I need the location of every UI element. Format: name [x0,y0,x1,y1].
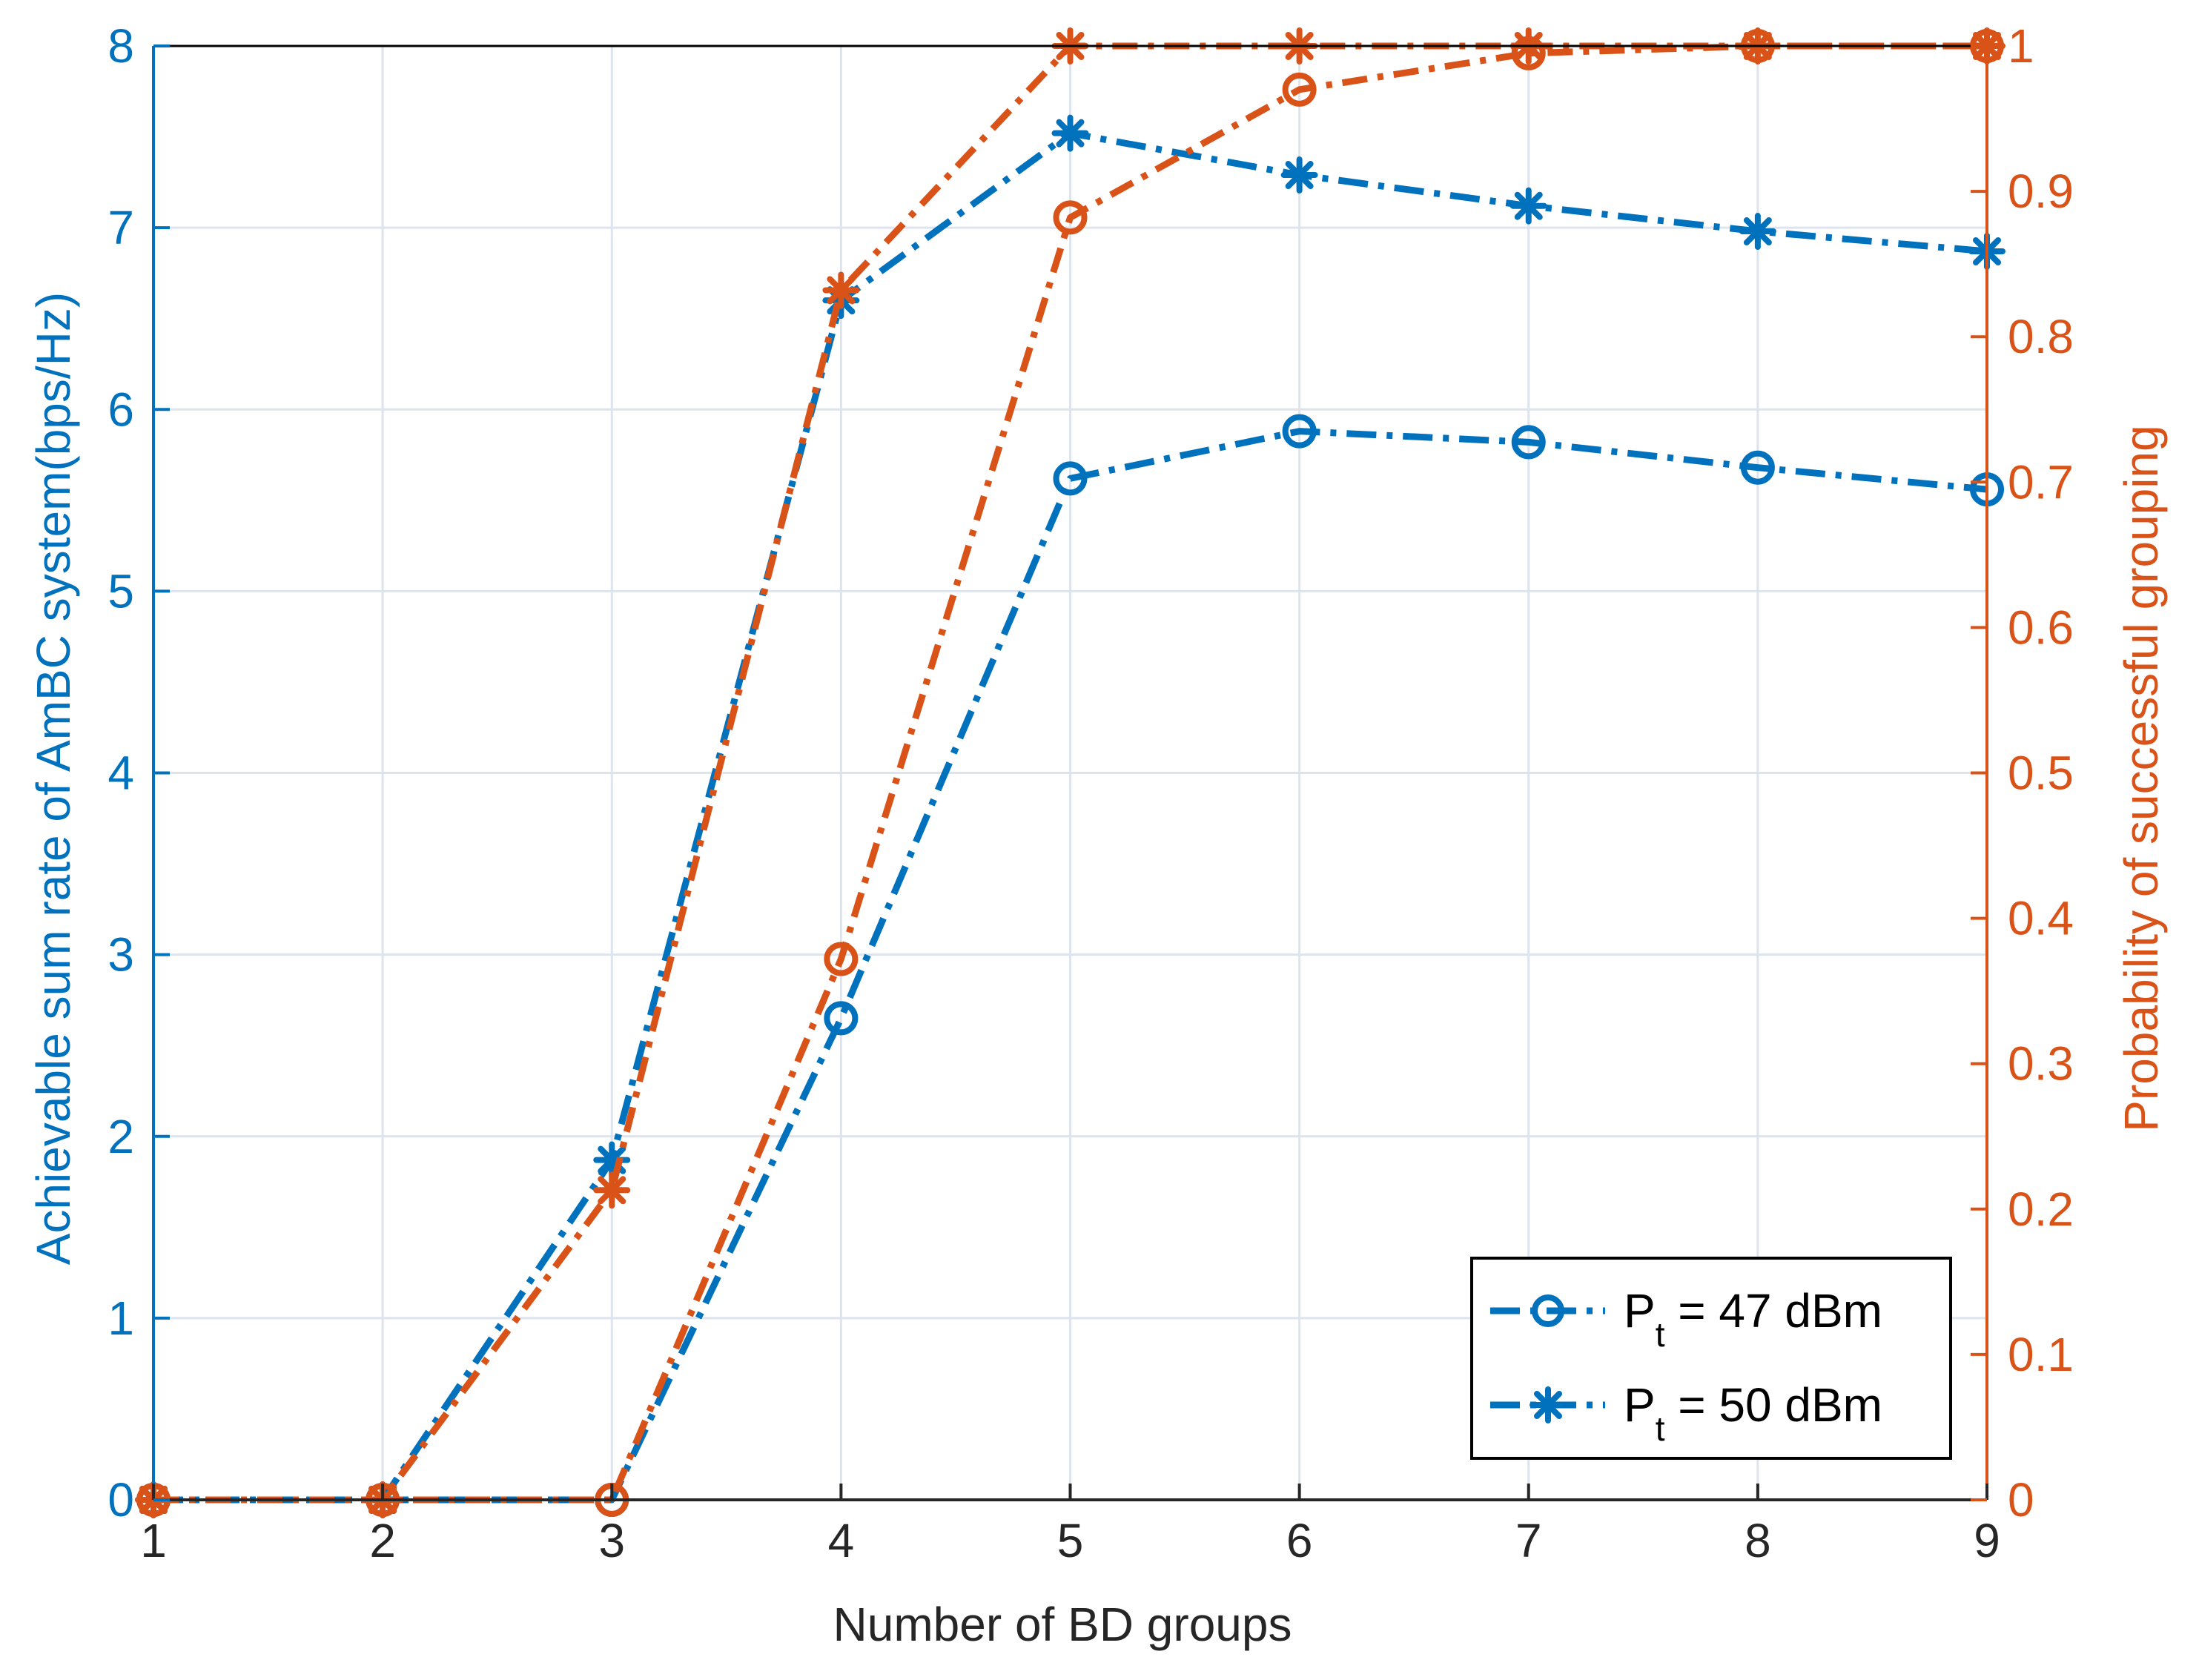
data-point-circle [1053,461,1088,496]
legend-circle-marker [1532,1294,1564,1327]
data-point-asterisk [1051,114,1089,152]
legend-entry-47dbm: Pt = 47 dBm [1490,1284,1882,1354]
x-tick-label: 1 [140,1514,167,1567]
y-right-tick-label: 0.6 [2008,601,2074,654]
data-point-circle [1740,450,1775,485]
x-tick-label: 6 [1286,1514,1313,1567]
y-left-tick-label: 7 [108,201,134,254]
x-tick-label: 9 [1974,1514,2000,1567]
asterisk-stroke [1056,119,1085,148]
data-point-circle [1511,425,1546,460]
legend-box [1470,1257,1952,1460]
data-point-circle [824,1001,859,1036]
legend-entry-50dbm: Pt = 50 dBm [1490,1378,1882,1448]
y-left-tick-label: 1 [108,1292,134,1345]
data-point-asterisk [1280,156,1318,194]
legend-asterisk-marker [1530,1386,1567,1423]
data-point-asterisk [593,1171,631,1209]
y-left-tick-label: 3 [108,928,134,982]
legend-label-47dbm: Pt = 47 dBm [1624,1284,1882,1354]
asterisk-stroke [598,1145,626,1174]
asterisk-stroke [827,276,856,305]
series-line [153,42,1987,1504]
data-point-circle [824,942,859,976]
y-left-tick-label: 5 [108,564,134,618]
legend-label-50dbm: Pt = 50 dBm [1624,1378,1882,1448]
y-right-tick-label: 0 [2008,1473,2034,1527]
legend: Pt = 47 dBm Pt = 50 dBm [1470,1257,1952,1460]
asterisk-stroke [1285,161,1314,190]
tick-labels: 1 2 3 4 5 6 7 8 901234567800.10.20.30.40.50.60.7… [108,19,2074,1567]
x-axis-label: Number of BD groups [833,1598,1292,1651]
y-right-tick-label: 0.1 [2008,1328,2074,1381]
x-tick-label: 8 [1745,1514,1771,1567]
asterisk-stroke [1743,217,1772,246]
data-point-circle [1053,200,1088,235]
x-tick-label: 5 [1057,1514,1084,1567]
y-left-tick-label: 2 [108,1110,134,1163]
data-point-asterisk [1739,213,1776,251]
y-right-tick-label: 0.4 [2008,892,2074,945]
data-point-circle [1282,414,1317,449]
y-right-tick-label: 0.3 [2008,1037,2074,1091]
y-axis-label-left: Achievable sum rate of AmBC system(bps/H… [27,292,80,1265]
data-point-asterisk [1509,187,1547,225]
asterisk-stroke [1514,191,1543,220]
asterisk-stroke [598,1176,626,1205]
y-left-tick-label: 4 [108,747,134,800]
data-point-circle [1282,72,1317,107]
x-tick-label: 2 [369,1514,396,1567]
x-tick-label: 7 [1515,1514,1542,1567]
y-axis-label-right: Probability of successful grouping [2114,425,2168,1131]
y-right-tick-label: 0.8 [2008,310,2074,363]
x-tick-label: 3 [598,1514,625,1567]
y-left-tick-label: 8 [108,19,134,73]
y-right-tick-label: 0.2 [2008,1183,2074,1236]
y-right-tick-label: 0.9 [2008,165,2074,218]
y-right-tick-label: 0.7 [2008,455,2074,509]
y-left-tick-label: 0 [108,1473,134,1527]
y-right-tick-label: 1 [2008,19,2034,73]
data-point-asterisk [822,271,860,309]
axes [152,44,1988,1501]
y-left-tick-label: 6 [108,383,134,436]
y-right-tick-label: 0.5 [2008,747,2074,800]
x-tick-label: 4 [828,1514,855,1567]
